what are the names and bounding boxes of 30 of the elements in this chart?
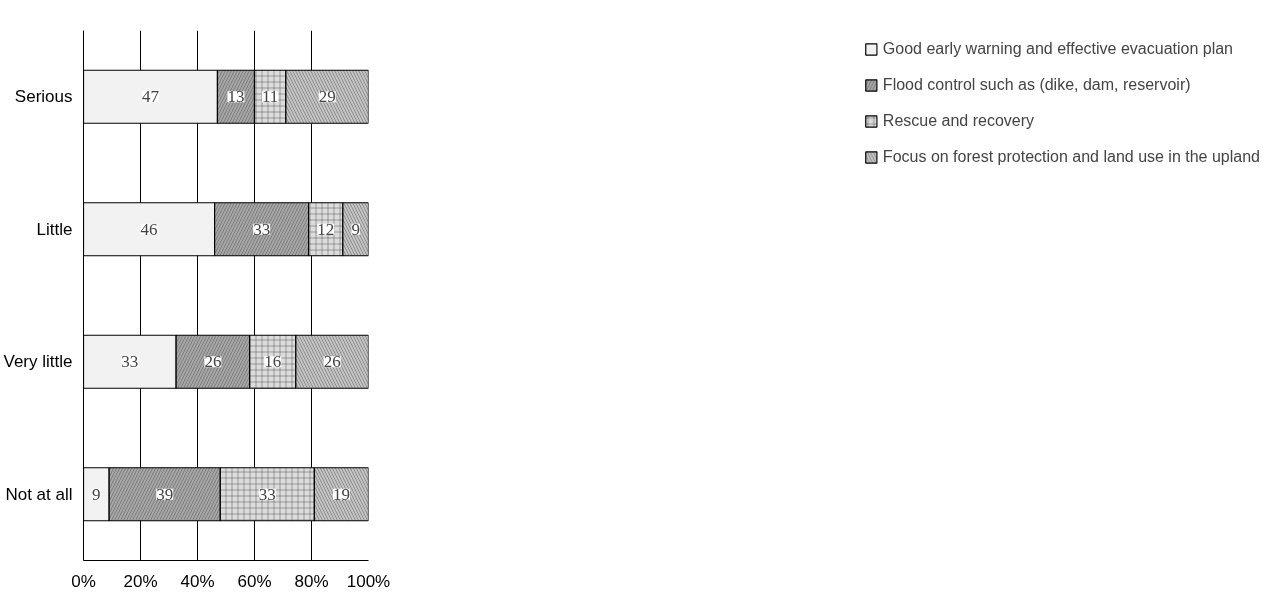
x-tick-label: 0% [71,571,96,591]
y-tick-label: Not at all [5,484,73,504]
legend-label: Rescue and recovery [882,112,1035,130]
x-tick-label: 60% [237,571,272,591]
data-label: 26 [323,352,341,372]
data-label: 29 [318,87,336,107]
data-label: 33 [253,219,271,239]
x-tick-label: 80% [294,571,329,591]
data-label: 12 [317,219,335,239]
y-tick-label: Very little [3,352,73,372]
data-label: 33 [258,484,276,504]
y-tick-label: Little [36,219,73,239]
data-label: 39 [156,484,174,504]
data-label: 26 [204,352,222,372]
legend-label: Good early warning and effective evacuation plan [882,40,1234,58]
data-label: 47 [141,87,160,107]
data-label: 11 [261,87,279,107]
data-label: 33 [121,352,139,372]
legend-label: Flood control such as (dike, dam, reservoir) [882,76,1191,94]
y-tick-label: Serious [14,87,73,107]
x-tick-label: 20% [123,571,158,591]
data-label: 16 [264,352,282,372]
data-label: 9 [351,219,360,239]
legend-label: Focus on forest protection and land use in the upland [882,148,1260,166]
x-tick-label: 40% [180,571,215,591]
data-label: 13 [227,87,245,107]
data-label: 19 [332,484,350,504]
data-label: 9 [92,484,101,504]
data-label: 46 [140,219,158,239]
x-tick-label: 100% [346,571,391,591]
